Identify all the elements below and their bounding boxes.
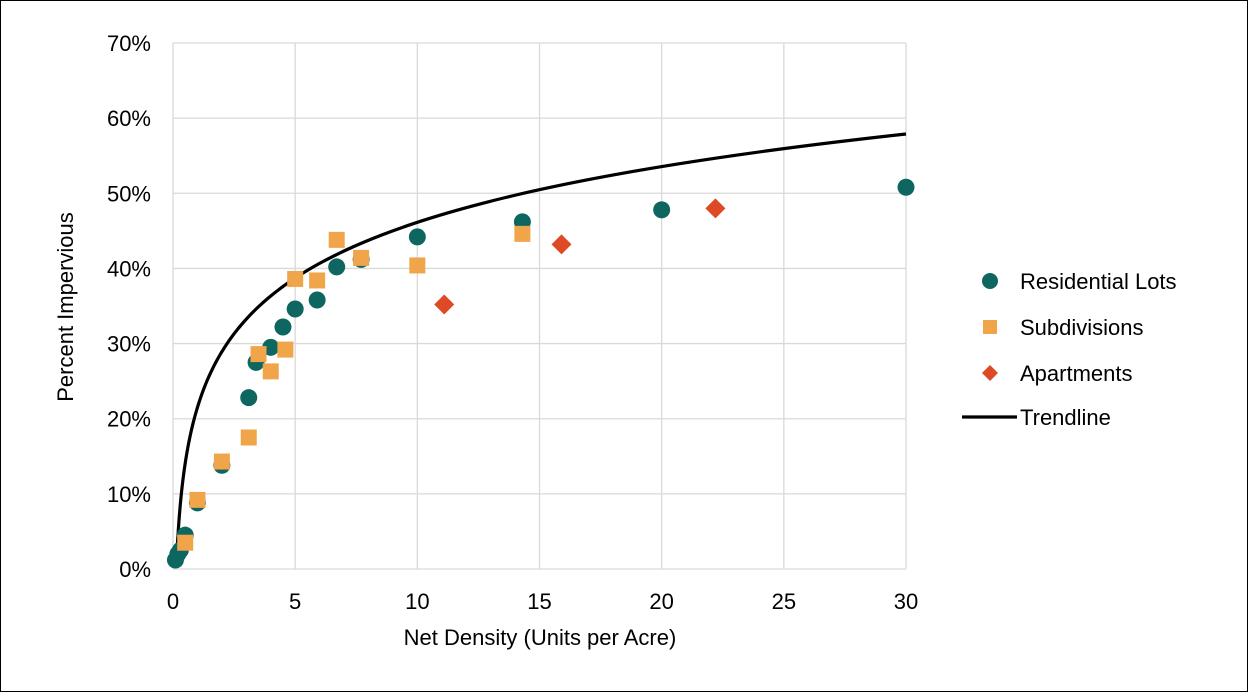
subdivisions-point <box>250 346 267 363</box>
residential-lots-point <box>240 389 258 407</box>
x-axis-label: Net Density (Units per Acre) <box>404 625 677 650</box>
residential-lots-point <box>286 300 304 318</box>
x-tick-label: 20 <box>649 589 673 614</box>
apartments-point <box>551 234 572 255</box>
x-tick-label: 5 <box>289 589 301 614</box>
subdivisions-point <box>309 272 326 289</box>
axes: 0 5 10 15 20 25 30 0% 10% 20% 30% 40% 50% 60% 70% <box>107 31 918 614</box>
subdivisions-point <box>189 491 206 508</box>
y-tick-label: 30% <box>107 332 151 357</box>
y-tick-label: 20% <box>107 407 151 432</box>
trendline <box>175 132 907 561</box>
y-axis-label: Percent Impervious <box>53 212 78 402</box>
subdivisions-point <box>213 453 230 470</box>
subdivisions-point <box>277 341 294 358</box>
subdivisions-point <box>353 249 370 266</box>
x-tick-label: 10 <box>405 589 429 614</box>
subdivisions-point <box>262 363 279 380</box>
legend-marker-residential-lots <box>982 273 998 289</box>
legend-label-apartments: Apartments <box>1020 361 1133 386</box>
grid-lines <box>172 42 907 570</box>
legend-marker-apartments <box>982 365 998 381</box>
subdivisions-point <box>287 270 304 287</box>
legend: Residential Lots Subdivisions Apartments Tr… <box>962 269 1177 430</box>
legend-label-residential-lots: Residential Lots <box>1020 269 1177 294</box>
residential-lots-point <box>653 201 671 219</box>
subdivisions-point <box>240 429 257 446</box>
trendline-layer <box>175 132 907 561</box>
residential-lots-point <box>308 291 326 309</box>
legend-label-subdivisions: Subdivisions <box>1020 315 1144 340</box>
y-tick-label: 50% <box>107 181 151 206</box>
subdivisions-point <box>328 231 345 248</box>
residential-lots-point <box>408 228 426 246</box>
legend-marker-subdivisions <box>983 320 997 334</box>
legend-label-trendline: Trendline <box>1020 405 1111 430</box>
residential-lots-point <box>274 318 292 336</box>
data-points <box>166 178 915 569</box>
x-tick-label: 15 <box>527 589 551 614</box>
residential-lots-point <box>328 258 346 276</box>
apartments-point <box>705 198 726 219</box>
y-tick-label: 10% <box>107 482 151 507</box>
x-tick-label: 30 <box>894 589 918 614</box>
x-tick-label: 0 <box>167 589 179 614</box>
x-tick-label: 25 <box>772 589 796 614</box>
subdivisions-point <box>409 257 426 274</box>
apartments-point <box>434 294 455 315</box>
y-tick-label: 0% <box>119 557 151 582</box>
y-tick-label: 70% <box>107 31 151 56</box>
subdivisions-point <box>514 225 531 242</box>
y-tick-label: 40% <box>107 256 151 281</box>
y-tick-label: 60% <box>107 106 151 131</box>
subdivisions-point <box>177 534 194 551</box>
residential-lots-point <box>897 178 915 196</box>
